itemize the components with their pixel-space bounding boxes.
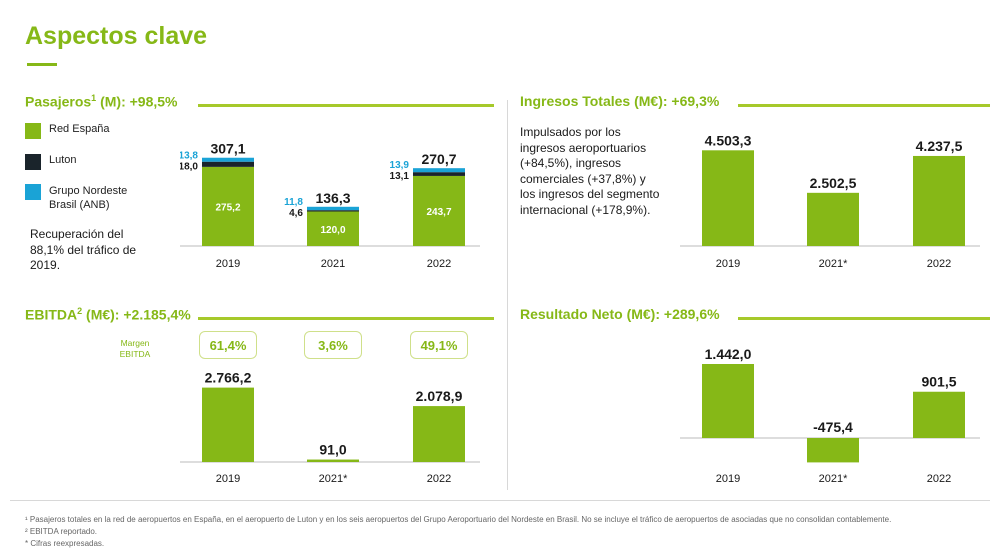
revenue-bar-2019 [702, 150, 754, 246]
passengers-heading: Pasajeros1 (M): +98,5% [25, 93, 178, 110]
passengers-bar-luton-2022 [413, 172, 465, 176]
ebitda-bar-2019 [202, 387, 254, 462]
legend-swatch-red-espana [25, 123, 41, 139]
net-value-2019: 1.442,0 [705, 346, 752, 362]
passengers-bar-grupo-nordeste-brasil-anb--2019 [202, 157, 254, 162]
passengers-xtick-2021: 2021 [321, 258, 345, 270]
ebitda-margin-2022: 49,1% [410, 331, 468, 359]
vertical-divider [507, 100, 508, 490]
net-xtick-2019: 2019 [716, 473, 740, 485]
ebitda-margin-2021: 3,6% [304, 331, 362, 359]
footnote-1: ¹ Pasajeros totales en la red de aeropue… [25, 515, 892, 524]
net-bar-2021 [807, 438, 859, 463]
ebitda-bar-2022 [413, 406, 465, 462]
ebitda-heading: EBITDA2 (M€): +2.185,4% [25, 306, 191, 323]
passengers-heading-sup: 1 [91, 93, 97, 103]
passengers-label-red-espana-2022: 243,7 [426, 207, 451, 218]
footer-divider [10, 500, 990, 501]
net-heading: Resultado Neto (M€): +289,6% [520, 306, 720, 322]
revenue-value-2021: 2.502,5 [810, 175, 857, 191]
revenue-chart: 4.503,3 2019 2.502,5 2021* 4.237,5 2022 [680, 132, 980, 270]
legend-item-anb: Grupo Nordeste Brasil (ANB) [25, 184, 149, 212]
ebitda-value-2019: 2.766,2 [205, 370, 252, 386]
passengers-total-2022: 270,7 [421, 151, 456, 167]
revenue-bar-2021 [807, 192, 859, 246]
revenue-xtick-2022: 2022 [927, 258, 951, 270]
footnotes: ¹ Pasajeros totales en la red de aeropue… [25, 514, 891, 550]
legend-label-luton: Luton [49, 154, 77, 166]
ebitda-heading-sup: 2 [77, 306, 83, 316]
passengers-bar-grupo-nordeste-brasil-anb--2022 [413, 168, 465, 173]
passengers-chart: 275,2 18,013,8 307,1 2019 120,0 4,611,8 136,3 2… [180, 141, 480, 270]
revenue-note: Impulsados por los ingresos aeroportuari… [520, 125, 660, 217]
revenue-heading: Ingresos Totales (M€): +69,3% [520, 93, 720, 109]
passengers-heading-text: Pasajeros [25, 93, 92, 110]
revenue-bar-2022 [913, 155, 965, 246]
title-underline [27, 63, 57, 66]
passengers-label-anb-2022: 13,9 [390, 160, 410, 171]
passengers-label-anb-2021: 11,8 [284, 197, 303, 208]
revenue-value-2019: 4.503,3 [705, 132, 752, 148]
passengers-label-anb-2019: 13,8 [180, 150, 198, 161]
passengers-bar-red-espa-a-2019 [202, 166, 254, 246]
legend-item-red-espana: Red España [25, 123, 110, 139]
net-chart: 1.442,0 2019 -475,4 2021* 901,5 2022 [680, 346, 980, 485]
passengers-bar-luton-2021 [307, 210, 359, 212]
passengers-note: Recuperación del 88,1% del tráfico de 20… [30, 227, 137, 272]
revenue-heading-line [738, 104, 990, 107]
page-title: Aspectos clave [25, 22, 208, 50]
ebitda-margin-label: Margen EBITDA [119, 338, 151, 359]
passengers-label-red-espana-2021: 120,0 [320, 225, 345, 236]
ebitda-heading-line [198, 317, 494, 320]
passengers-total-2021: 136,3 [315, 190, 350, 206]
legend-label-red-espana: Red España [49, 123, 110, 135]
passengers-xtick-2019: 2019 [216, 258, 240, 270]
net-bar-2019 [702, 364, 754, 438]
revenue-xtick-2019: 2019 [716, 258, 740, 270]
net-xtick-2022: 2022 [927, 473, 951, 485]
ebitda-bar-2021 [307, 459, 359, 462]
ebitda-xtick-2019: 2019 [216, 473, 240, 485]
passengers-heading-line [198, 104, 494, 107]
passengers-heading-tail: (M): +98,5% [96, 93, 178, 110]
footnote-3: * Cifras reexpresadas. [25, 539, 105, 548]
ebitda-heading-tail: (M€): +2.185,4% [82, 306, 191, 323]
passengers-label-red-espana-2019: 275,2 [215, 202, 240, 213]
ebitda-chart: 2.766,2 2019 91,0 2021* 2.078,9 2022 [180, 370, 480, 485]
ebitda-heading-text: EBITDA [25, 306, 78, 323]
ebitda-value-2021: 91,0 [319, 442, 346, 458]
revenue-value-2022: 4.237,5 [916, 138, 963, 154]
net-heading-line [738, 317, 990, 320]
ebitda-xtick-2022: 2022 [427, 473, 451, 485]
ebitda-xtick-2021: 2021* [319, 473, 348, 485]
passengers-label-luton-2019: 18,0 [180, 161, 198, 172]
passengers-bar-luton-2019 [202, 161, 254, 167]
net-value-2021: -475,4 [813, 419, 853, 435]
legend-item-luton: Luton [25, 154, 77, 170]
passengers-bar-red-espa-a-2022 [413, 175, 465, 246]
passengers-label-luton-2022: 13,1 [390, 171, 410, 182]
legend-label-anb: Grupo Nordeste Brasil (ANB) [49, 185, 128, 211]
passengers-bar-grupo-nordeste-brasil-anb--2021 [307, 206, 359, 211]
passengers-label-luton-2021: 4,6 [289, 208, 303, 219]
legend-swatch-luton [25, 154, 41, 170]
legend-swatch-anb [25, 184, 41, 200]
ebitda-value-2022: 2.078,9 [416, 388, 463, 404]
ebitda-margin-2019: 61,4% [199, 331, 257, 359]
revenue-xtick-2021: 2021* [819, 258, 848, 270]
net-bar-2022 [913, 391, 965, 438]
net-value-2022: 901,5 [921, 374, 956, 390]
net-xtick-2021: 2021* [819, 473, 848, 485]
passengers-bar-red-espa-a-2021 [307, 211, 359, 246]
passengers-xtick-2022: 2022 [427, 258, 451, 270]
footnote-2: ² EBITDA reportado. [25, 527, 98, 536]
passengers-total-2019: 307,1 [210, 141, 245, 157]
